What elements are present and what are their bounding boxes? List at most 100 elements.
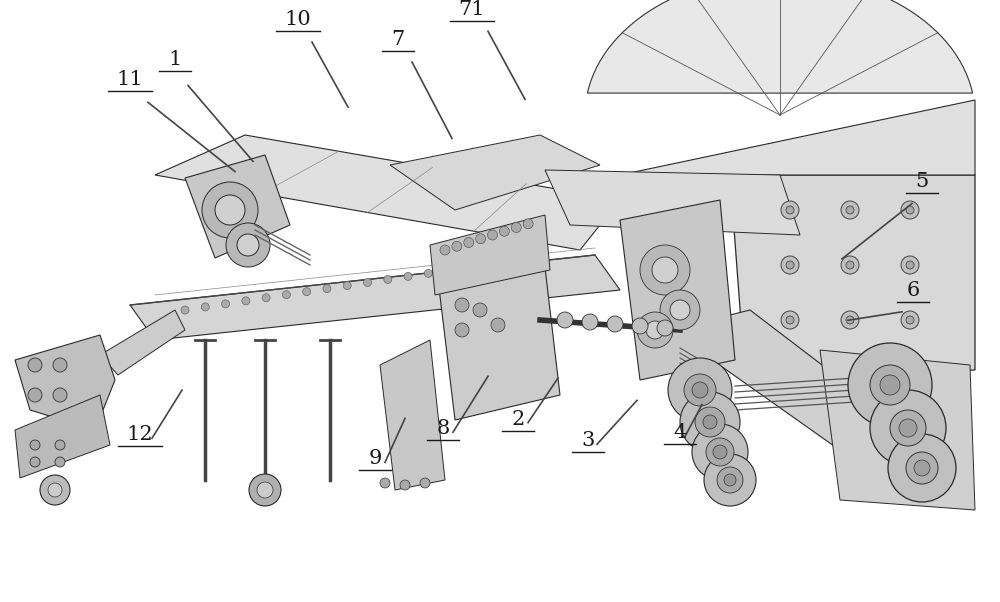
Circle shape	[717, 467, 743, 493]
Circle shape	[781, 256, 799, 274]
Circle shape	[30, 440, 40, 450]
Circle shape	[841, 201, 859, 219]
Circle shape	[249, 474, 281, 506]
Circle shape	[906, 452, 938, 484]
Circle shape	[262, 294, 270, 302]
Circle shape	[786, 206, 794, 214]
Circle shape	[914, 460, 930, 476]
Circle shape	[476, 234, 486, 244]
Circle shape	[465, 263, 473, 272]
Polygon shape	[587, 0, 973, 93]
Circle shape	[282, 291, 290, 299]
Circle shape	[660, 290, 700, 330]
Circle shape	[632, 318, 648, 334]
Circle shape	[28, 358, 42, 372]
Polygon shape	[670, 310, 940, 475]
Circle shape	[40, 475, 70, 505]
Circle shape	[424, 269, 432, 278]
Circle shape	[880, 375, 900, 395]
Polygon shape	[185, 155, 290, 258]
Circle shape	[526, 254, 534, 262]
Text: 6: 6	[906, 281, 920, 300]
Circle shape	[846, 316, 854, 324]
Circle shape	[323, 285, 331, 293]
Text: 12: 12	[127, 425, 153, 444]
Polygon shape	[15, 395, 110, 478]
Polygon shape	[390, 135, 600, 210]
Circle shape	[640, 245, 690, 295]
Circle shape	[404, 272, 412, 281]
Polygon shape	[820, 350, 975, 510]
Circle shape	[201, 303, 209, 311]
Text: 11: 11	[117, 70, 143, 89]
Polygon shape	[380, 340, 445, 490]
Circle shape	[841, 311, 859, 329]
Polygon shape	[130, 255, 620, 340]
Polygon shape	[155, 135, 620, 250]
Polygon shape	[545, 170, 800, 235]
Circle shape	[582, 314, 598, 330]
Circle shape	[505, 257, 513, 265]
Circle shape	[30, 457, 40, 467]
Circle shape	[485, 260, 493, 268]
Polygon shape	[730, 175, 975, 375]
Circle shape	[646, 321, 664, 339]
Circle shape	[523, 219, 533, 229]
Polygon shape	[430, 215, 550, 295]
Circle shape	[222, 300, 230, 308]
Circle shape	[48, 483, 62, 497]
Circle shape	[455, 323, 469, 337]
Circle shape	[445, 266, 453, 275]
Circle shape	[901, 201, 919, 219]
Circle shape	[901, 256, 919, 274]
Text: 3: 3	[581, 431, 595, 450]
Circle shape	[692, 424, 748, 480]
Text: 1: 1	[168, 50, 182, 69]
Polygon shape	[15, 335, 115, 430]
Circle shape	[713, 445, 727, 459]
Text: 71: 71	[459, 0, 485, 19]
Circle shape	[841, 256, 859, 274]
Circle shape	[692, 382, 708, 398]
Circle shape	[888, 434, 956, 502]
Circle shape	[55, 457, 65, 467]
Circle shape	[786, 316, 794, 324]
Polygon shape	[620, 100, 975, 175]
Polygon shape	[100, 310, 185, 375]
Circle shape	[343, 282, 351, 290]
Circle shape	[846, 261, 854, 269]
Circle shape	[906, 261, 914, 269]
Circle shape	[870, 390, 946, 466]
Circle shape	[901, 311, 919, 329]
Circle shape	[452, 241, 462, 251]
Circle shape	[511, 223, 521, 232]
Circle shape	[557, 312, 573, 328]
Circle shape	[440, 245, 450, 255]
Polygon shape	[620, 200, 735, 380]
Circle shape	[668, 358, 732, 422]
Text: 5: 5	[915, 172, 929, 191]
Circle shape	[899, 419, 917, 437]
Circle shape	[724, 474, 736, 486]
Circle shape	[384, 276, 392, 284]
Text: 2: 2	[511, 409, 525, 429]
Circle shape	[706, 438, 734, 466]
Circle shape	[181, 306, 189, 314]
Circle shape	[237, 234, 259, 256]
Circle shape	[473, 303, 487, 317]
Text: 4: 4	[673, 423, 687, 442]
Circle shape	[215, 195, 245, 225]
Circle shape	[695, 407, 725, 437]
Text: 9: 9	[368, 449, 382, 468]
Circle shape	[703, 415, 717, 429]
Circle shape	[242, 297, 250, 305]
Circle shape	[53, 388, 67, 402]
Text: 7: 7	[391, 30, 405, 49]
Circle shape	[303, 288, 311, 296]
Circle shape	[704, 454, 756, 506]
Circle shape	[607, 316, 623, 332]
Circle shape	[53, 358, 67, 372]
Circle shape	[652, 257, 678, 283]
Circle shape	[890, 410, 926, 446]
Circle shape	[491, 318, 505, 332]
